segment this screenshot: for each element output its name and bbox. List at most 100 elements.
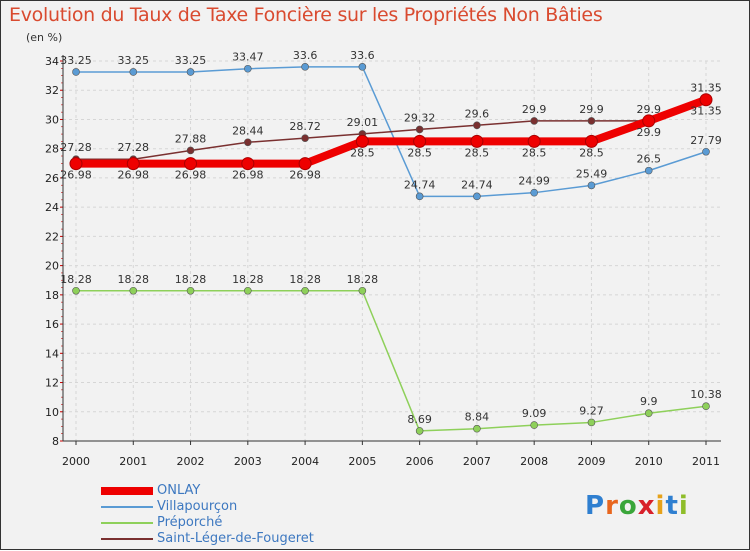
data-point xyxy=(644,409,653,418)
data-point xyxy=(415,192,424,201)
y-tick-label: 24 xyxy=(45,201,59,214)
data-point xyxy=(699,93,713,107)
data-point xyxy=(702,147,710,156)
data-label: 33.25 xyxy=(60,54,92,67)
data-label: 29.9 xyxy=(636,103,661,116)
data-point xyxy=(244,64,252,73)
data-point xyxy=(413,134,427,148)
y-tick-label: 22 xyxy=(45,230,59,243)
y-tick-label: 32 xyxy=(45,84,59,97)
data-label: 33.25 xyxy=(118,54,150,67)
data-point xyxy=(415,427,424,435)
data-label: 10.38 xyxy=(690,388,722,401)
data-label: 26.98 xyxy=(118,169,150,182)
data-point xyxy=(702,402,710,411)
data-point xyxy=(473,192,481,201)
legend-label: Saint-Léger-de-Fougeret xyxy=(157,531,314,546)
data-point xyxy=(587,181,596,190)
data-point xyxy=(587,418,596,427)
data-label: 31.35 xyxy=(690,105,722,118)
proxiti-logo: Proxiti xyxy=(585,491,689,521)
data-point xyxy=(584,134,598,148)
legend-item: Préporché xyxy=(101,515,361,530)
legend-item: Saint-Léger-de-Fougeret xyxy=(101,531,361,546)
logo-letter: o xyxy=(618,491,638,521)
y-tick-label: 10 xyxy=(45,406,59,419)
logo-letter: i xyxy=(678,491,689,521)
data-point xyxy=(530,421,538,429)
y-tick-label: 20 xyxy=(45,260,59,273)
x-tick-label: 2003 xyxy=(234,455,262,468)
legend-item: Villapourçon xyxy=(101,499,361,514)
data-label: 28.5 xyxy=(407,146,432,159)
y-tick-label: 30 xyxy=(45,113,59,126)
series-line-onlay xyxy=(76,95,708,168)
data-label: 27.79 xyxy=(690,134,722,147)
data-label: 26.98 xyxy=(232,169,264,182)
y-tick-label: 18 xyxy=(45,289,59,302)
data-point xyxy=(126,157,140,171)
data-label: 9.09 xyxy=(522,407,547,420)
x-tick-label: 2000 xyxy=(62,455,90,468)
x-tick-label: 2007 xyxy=(463,455,491,468)
y-tick-label: 8 xyxy=(52,435,59,448)
data-point xyxy=(473,424,481,433)
y-tick-label: 12 xyxy=(45,377,59,390)
data-point xyxy=(129,68,138,76)
data-label: 9.27 xyxy=(579,404,604,417)
data-point xyxy=(298,157,312,171)
data-label: 27.28 xyxy=(118,141,150,154)
x-tick-label: 2004 xyxy=(291,455,319,468)
y-tick-label: 16 xyxy=(45,318,59,331)
data-label: 26.98 xyxy=(175,169,207,182)
data-label: 18.28 xyxy=(175,273,207,286)
y-axis-unit: (en %) xyxy=(26,31,63,44)
data-label: 29.01 xyxy=(347,116,379,129)
data-point xyxy=(642,114,656,128)
data-label: 28.5 xyxy=(465,146,490,159)
data-label: 33.6 xyxy=(350,49,375,62)
data-label: 28.5 xyxy=(350,146,375,159)
data-label: 28.72 xyxy=(289,120,321,133)
x-tick-label: 2005 xyxy=(348,455,376,468)
legend-swatch xyxy=(101,487,153,495)
data-point xyxy=(72,68,80,76)
x-tick-label: 2006 xyxy=(406,455,434,468)
logo-letter: i xyxy=(655,491,666,521)
logo-letter: r xyxy=(605,491,619,521)
data-point xyxy=(186,68,195,76)
data-point xyxy=(184,157,198,171)
data-point xyxy=(358,286,367,295)
data-point xyxy=(241,157,255,171)
data-point xyxy=(186,146,195,155)
data-label: 26.5 xyxy=(636,153,661,166)
data-label: 18.28 xyxy=(347,273,379,286)
data-point xyxy=(301,63,309,71)
series-line-pr-porch- xyxy=(76,290,707,432)
legend-swatch xyxy=(101,522,153,524)
data-point xyxy=(69,157,83,171)
data-point xyxy=(129,286,138,295)
logo-letter: x xyxy=(637,491,656,521)
y-tick-label: 28 xyxy=(45,143,59,156)
data-label: 29.32 xyxy=(404,111,436,124)
data-point xyxy=(415,125,424,134)
data-label: 28.44 xyxy=(232,124,264,137)
data-point xyxy=(355,134,369,148)
data-label: 29.6 xyxy=(465,107,490,120)
x-tick-label: 2002 xyxy=(177,455,205,468)
data-point xyxy=(527,134,541,148)
data-label: 26.98 xyxy=(60,169,92,182)
legend-swatch xyxy=(101,506,153,508)
legend-label: ONLAY xyxy=(157,483,201,498)
data-point xyxy=(244,138,252,147)
series-line-saint-l-ger-de-fougeret xyxy=(76,99,707,160)
data-label: 18.28 xyxy=(60,273,92,286)
data-point xyxy=(644,166,653,175)
data-point xyxy=(587,117,596,125)
data-label: 8.84 xyxy=(465,411,490,424)
data-point xyxy=(244,286,252,295)
data-label: 24.74 xyxy=(461,178,493,191)
